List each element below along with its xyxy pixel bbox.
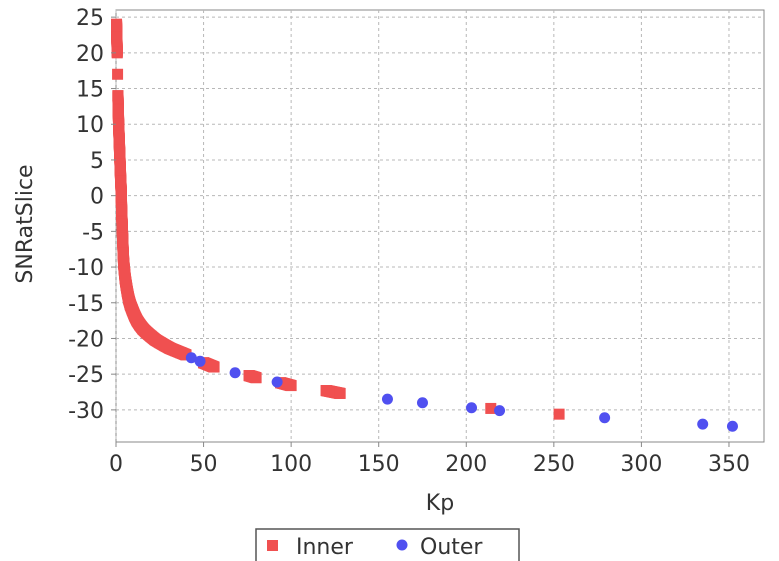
data-point-inner [243, 370, 255, 382]
data-point-inner [118, 265, 130, 277]
data-point-inner [112, 90, 124, 102]
data-point-inner [114, 147, 126, 159]
data-series [111, 18, 738, 432]
y-tick-label: 5 [90, 149, 104, 174]
legend-inner-marker [267, 540, 278, 551]
data-point-inner [119, 272, 131, 284]
data-point-outer [726, 420, 738, 432]
data-point-inner [111, 47, 123, 59]
y-tick-label: -10 [68, 256, 104, 281]
grid [115, 10, 764, 442]
y-tick-label: -15 [68, 292, 104, 317]
data-point-outer [697, 418, 709, 430]
data-point-inner [115, 175, 127, 187]
data-point-outer [416, 397, 428, 409]
data-point-inner [553, 408, 565, 420]
x-tick-label: 250 [533, 452, 575, 477]
x-tick-label: 150 [358, 452, 400, 477]
legend-box [255, 528, 520, 561]
y-tick-label: 25 [76, 6, 104, 31]
data-point-outer [599, 412, 611, 424]
x-tick-label: 0 [109, 452, 123, 477]
series-inner [111, 18, 565, 420]
data-point-inner [123, 293, 135, 305]
data-point-outer [194, 355, 206, 367]
legend: Inner Outer [255, 528, 520, 561]
data-point-outer [271, 376, 283, 388]
y-tick-label: -25 [68, 363, 104, 388]
y-tick-label: 20 [76, 42, 104, 67]
x-tick-label: 100 [270, 452, 312, 477]
data-point-inner [115, 186, 127, 198]
y-tick-label: 15 [76, 78, 104, 103]
x-tick-label: 350 [708, 452, 750, 477]
y-tick-label: 10 [76, 113, 104, 138]
data-point-inner [485, 402, 497, 414]
data-point-inner [112, 104, 124, 116]
y-tick-label: -5 [82, 220, 104, 245]
legend-inner-label: Inner [296, 535, 354, 560]
legend-outer-marker [396, 539, 408, 551]
x-axis-title: Kp [426, 491, 454, 516]
data-point-inner [250, 372, 262, 384]
data-point-inner [116, 204, 128, 216]
data-point-outer [494, 405, 506, 417]
x-tick-label: 300 [620, 452, 662, 477]
data-point-outer [185, 352, 197, 364]
data-point-inner [121, 286, 133, 298]
data-point-outer [381, 393, 393, 405]
y-tick-label: -30 [68, 399, 104, 424]
data-point-inner [285, 380, 297, 392]
y-tick-label: -20 [68, 327, 104, 352]
data-point-inner [114, 161, 126, 173]
axis-ticks: 0 50 100 150 200 250 300 3502520151050-5-10-15-… [68, 6, 750, 477]
data-point-inner [120, 279, 132, 291]
data-point-inner [113, 133, 125, 145]
series-outer [185, 352, 738, 432]
data-point-inner [208, 361, 220, 373]
data-point-inner [111, 33, 123, 45]
plot-area [115, 9, 765, 443]
data-point-inner [113, 118, 125, 130]
data-point-outer [229, 367, 241, 379]
y-tick-label: 0 [90, 185, 104, 210]
x-tick-label: 200 [445, 452, 487, 477]
data-point-inner [117, 232, 129, 244]
data-point-inner [111, 18, 123, 30]
data-point-inner [180, 349, 192, 361]
data-point-inner [334, 387, 346, 399]
data-point-outer [466, 402, 478, 414]
y-axis-title: SNRatSlice [13, 164, 38, 283]
data-point-inner [116, 218, 128, 230]
x-tick-label: 50 [190, 452, 218, 477]
plot-background-group [115, 9, 765, 443]
data-point-inner [118, 257, 130, 269]
data-point-inner [320, 385, 332, 397]
data-point-inner [126, 304, 138, 316]
data-point-inner [117, 247, 129, 259]
data-point-inner [112, 68, 124, 80]
legend-outer-label: Outer [420, 535, 483, 560]
